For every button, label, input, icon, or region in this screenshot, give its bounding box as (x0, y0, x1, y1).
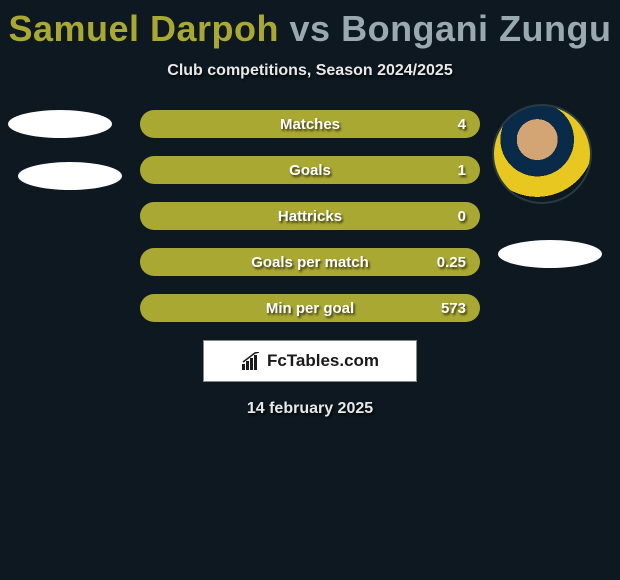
stat-label: Hattricks (278, 208, 342, 225)
stat-bars: Matches 4 Goals 1 Hattricks 0 Goals per … (140, 110, 480, 322)
title-player2: Bongani Zungu (341, 8, 611, 49)
stat-right-value: 4 (458, 116, 466, 133)
player2-avatar (492, 104, 592, 204)
date-label: 14 february 2025 (0, 400, 620, 418)
stat-row-matches: Matches 4 (140, 110, 480, 138)
logo-text: FcTables.com (267, 351, 379, 371)
stat-row-goals: Goals 1 (140, 156, 480, 184)
bar-chart-icon (241, 352, 263, 370)
stat-label: Min per goal (266, 300, 354, 317)
stats-area: Matches 4 Goals 1 Hattricks 0 Goals per … (0, 110, 620, 322)
title-vs: vs (279, 8, 341, 49)
stat-row-goals-per-match: Goals per match 0.25 (140, 248, 480, 276)
stat-label: Matches (280, 116, 340, 133)
stat-row-hattricks: Hattricks 0 (140, 202, 480, 230)
stat-label: Goals per match (251, 254, 369, 271)
stat-row-min-per-goal: Min per goal 573 (140, 294, 480, 322)
player1-avatar-placeholder-1 (8, 110, 112, 138)
title-player1: Samuel Darpoh (8, 8, 279, 49)
stat-label: Goals (289, 162, 331, 179)
fctables-logo[interactable]: FcTables.com (203, 340, 417, 382)
player1-avatar-placeholder-2 (18, 162, 122, 190)
subtitle: Club competitions, Season 2024/2025 (0, 62, 620, 80)
stat-right-value: 0 (458, 208, 466, 225)
stat-right-value: 1 (458, 162, 466, 179)
stat-right-value: 573 (441, 300, 466, 317)
stat-right-value: 0.25 (437, 254, 466, 271)
page-title: Samuel Darpoh vs Bongani Zungu (0, 0, 620, 50)
player2-avatar-placeholder (498, 240, 602, 268)
